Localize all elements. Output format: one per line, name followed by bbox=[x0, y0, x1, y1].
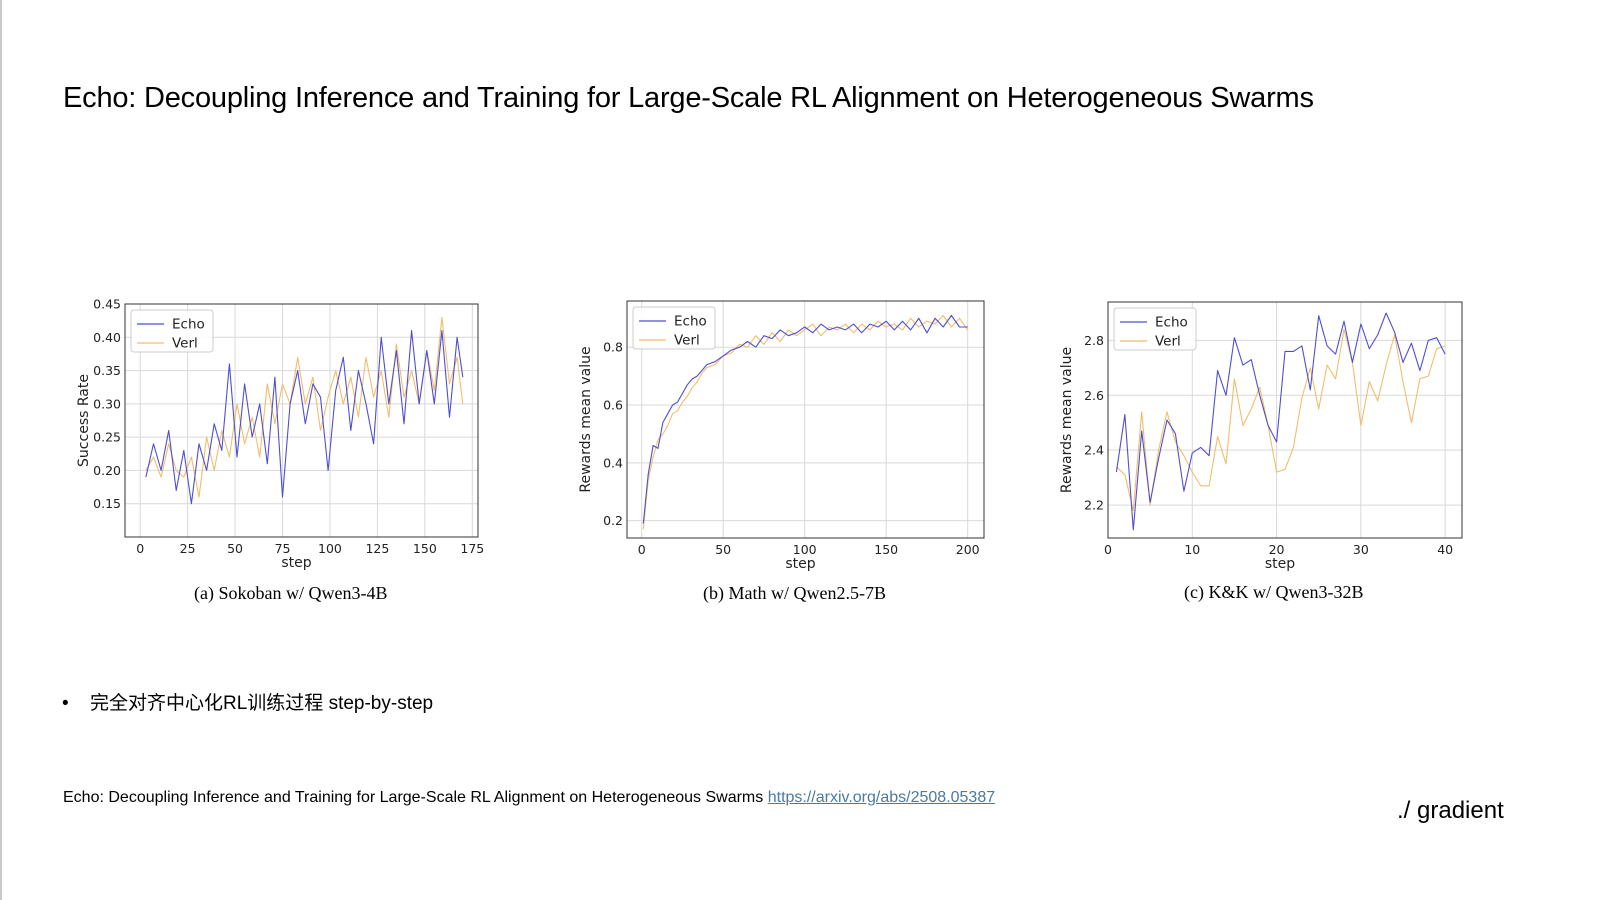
y-axis-label: Rewards mean value bbox=[578, 346, 594, 492]
x-tick-label: 75 bbox=[275, 541, 291, 556]
y-tick-label: 0.15 bbox=[93, 496, 121, 511]
x-tick-label: 200 bbox=[956, 542, 980, 557]
x-tick-label: 0 bbox=[1104, 542, 1112, 557]
bullet-dot-icon: • bbox=[62, 693, 69, 714]
x-tick-label: 175 bbox=[460, 541, 484, 556]
chart-sokoban: 0 25 50 75 100 125 150 175 0.15 0.20 0.25 0.30 0.35 0… bbox=[70, 296, 490, 576]
plot-frame bbox=[124, 303, 479, 538]
y-tick-label: 0.35 bbox=[93, 363, 121, 378]
y-tick-label: 0.6 bbox=[603, 398, 623, 413]
y-tick-label: 0.4 bbox=[603, 455, 623, 470]
x-tick-label: 25 bbox=[180, 541, 196, 556]
x-tick-label: 50 bbox=[227, 541, 243, 556]
y-tick-label: 2.6 bbox=[1084, 388, 1104, 403]
x-tick-label: 150 bbox=[413, 541, 437, 556]
x-tick-label: 125 bbox=[365, 541, 389, 556]
legend-label-echo: Echo bbox=[674, 314, 707, 330]
legend-label-verl: Verl bbox=[172, 336, 198, 352]
legend: Echo Verl bbox=[130, 309, 214, 353]
y-tick-label: 0.2 bbox=[603, 513, 623, 528]
x-tick-label: 100 bbox=[793, 542, 817, 557]
x-tick-label: 30 bbox=[1353, 542, 1369, 557]
legend-box bbox=[130, 309, 214, 353]
x-tick-label: 40 bbox=[1437, 542, 1453, 557]
y-tick-label: 0.45 bbox=[93, 297, 121, 312]
x-axis-label: step bbox=[785, 556, 815, 572]
y-tick-label: 0.30 bbox=[93, 396, 121, 411]
legend-box bbox=[1113, 307, 1197, 351]
series-line-verl bbox=[145, 316, 464, 498]
legend: Echo Verl bbox=[632, 306, 716, 350]
chart-caption-kk: (c) K&K w/ Qwen3-32B bbox=[1184, 582, 1364, 602]
legend: Echo Verl bbox=[1113, 307, 1197, 351]
y-axis-label: Success Rate bbox=[76, 374, 92, 467]
left-border bbox=[0, 0, 2, 900]
y-tick-label: 0.8 bbox=[603, 340, 623, 355]
x-tick-label: 100 bbox=[318, 541, 342, 556]
bullet-item: • 完全对齐中心化RL训练过程 step-by-step bbox=[62, 688, 433, 715]
x-tick-label: 0 bbox=[136, 541, 144, 556]
plot-frame bbox=[626, 300, 985, 539]
y-tick-label: 2.8 bbox=[1084, 333, 1104, 348]
series-line-verl bbox=[642, 314, 969, 530]
series-line-echo bbox=[145, 330, 464, 505]
x-axis-label: step bbox=[281, 555, 311, 571]
y-tick-label: 2.4 bbox=[1084, 443, 1104, 458]
chart-caption-sokoban: (a) Sokoban w/ Qwen3-4B bbox=[194, 583, 388, 603]
series-line-echo bbox=[1115, 312, 1446, 531]
chart-math: 0 50 100 150 200 0.2 0.4 0.6 0.8 step Rewards mean… bbox=[578, 296, 1000, 576]
y-tick-label: 0.40 bbox=[93, 330, 121, 345]
y-tick-label: 2.2 bbox=[1084, 498, 1104, 513]
chart-svg: 0 25 50 75 100 125 150 175 0.15 0.20 0.25 0.30 0.35 0… bbox=[76, 297, 484, 572]
chart-kk: 0 10 20 30 40 2.2 2.4 2.6 2.8 step Rewards mean va… bbox=[1059, 296, 1482, 576]
chart-svg: 0 10 20 30 40 2.2 2.4 2.6 2.8 step Rewards mean va… bbox=[1059, 301, 1463, 572]
legend-label-echo: Echo bbox=[172, 317, 205, 333]
y-axis-label: Rewards mean value bbox=[1059, 347, 1075, 493]
legend-label-echo: Echo bbox=[1155, 315, 1188, 331]
series-line-verl bbox=[1116, 328, 1446, 512]
x-tick-label: 10 bbox=[1184, 542, 1200, 557]
legend-label-verl: Verl bbox=[1155, 334, 1181, 350]
plot-frame bbox=[1107, 301, 1463, 539]
x-tick-label: 150 bbox=[874, 542, 898, 557]
reference-text: Echo: Decoupling Inference and Training … bbox=[63, 789, 764, 806]
x-tick-label: 50 bbox=[715, 542, 731, 557]
slide-title: Echo: Decoupling Inference and Training … bbox=[63, 82, 1314, 114]
reference: Echo: Decoupling Inference and Training … bbox=[63, 789, 995, 807]
bullet-text: 完全对齐中心化RL训练过程 step-by-step bbox=[90, 693, 434, 714]
chart-svg: 0 50 100 150 200 0.2 0.4 0.6 0.8 step Rewards mean… bbox=[578, 300, 985, 572]
x-axis-label: step bbox=[1265, 556, 1295, 572]
legend-label-verl: Verl bbox=[674, 333, 700, 349]
legend-box bbox=[632, 306, 716, 350]
y-tick-label: 0.20 bbox=[93, 463, 121, 478]
reference-link[interactable]: https://arxiv.org/abs/2508.05387 bbox=[767, 789, 996, 806]
y-tick-label: 0.25 bbox=[93, 430, 121, 445]
brand-logo: ./ gradient bbox=[1397, 797, 1504, 824]
series-line-echo bbox=[642, 314, 968, 524]
x-tick-label: 20 bbox=[1269, 542, 1285, 557]
chart-caption-math: (b) Math w/ Qwen2.5-7B bbox=[703, 583, 886, 603]
x-tick-label: 0 bbox=[638, 542, 646, 557]
